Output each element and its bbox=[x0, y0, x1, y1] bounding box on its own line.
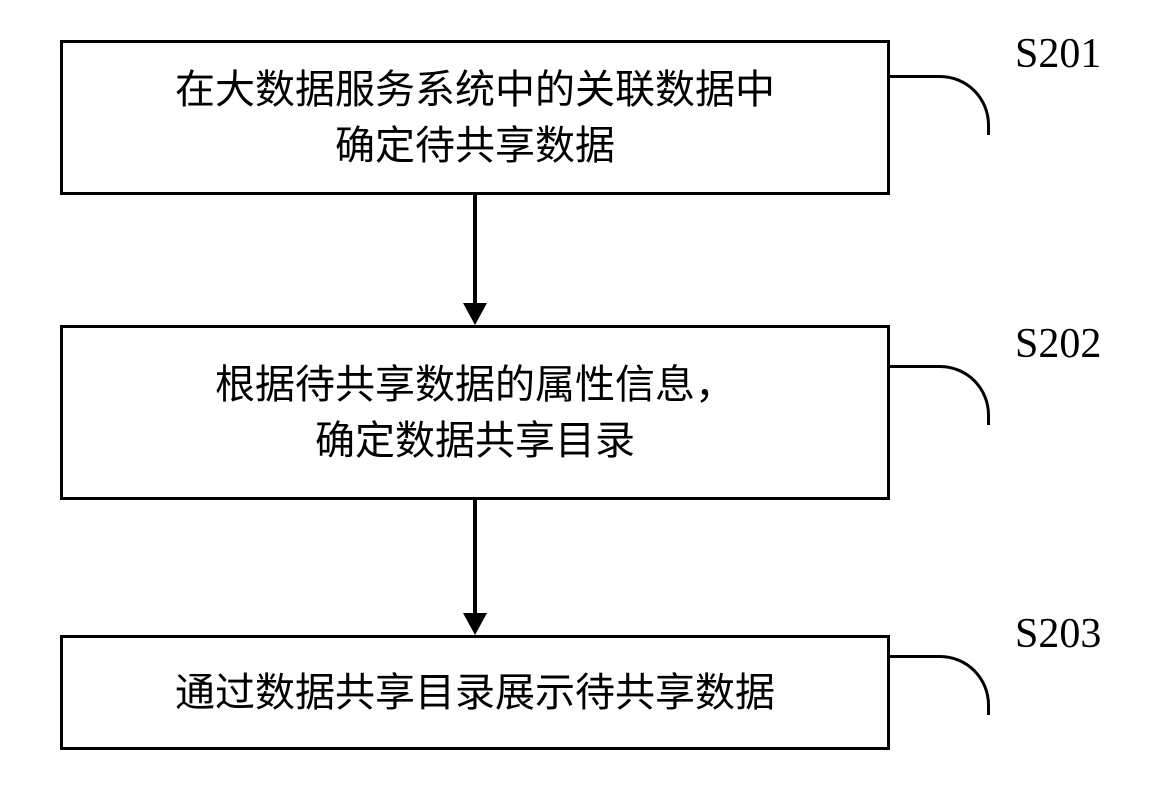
step-text-line: 通过数据共享目录展示待共享数据 bbox=[175, 665, 775, 721]
arrow-1-head bbox=[463, 303, 487, 325]
step-label-1: S201 bbox=[1015, 30, 1101, 78]
step-box-1: 在大数据服务系统中的关联数据中 确定待共享数据 bbox=[60, 40, 890, 195]
step-text-line: 确定待共享数据 bbox=[335, 118, 615, 174]
step-text-line: 在大数据服务系统中的关联数据中 bbox=[175, 62, 775, 118]
arrow-2-head bbox=[463, 613, 487, 635]
label-connector-3 bbox=[890, 655, 990, 715]
step-box-2: 根据待共享数据的属性信息， 确定数据共享目录 bbox=[60, 325, 890, 500]
step-label-2: S202 bbox=[1015, 320, 1101, 368]
flowchart-container: 在大数据服务系统中的关联数据中 确定待共享数据 S201 根据待共享数据的属性信… bbox=[0, 0, 1164, 811]
arrow-2-line bbox=[473, 500, 477, 615]
step-text-line: 根据待共享数据的属性信息， bbox=[215, 357, 735, 413]
step-label-3: S203 bbox=[1015, 610, 1101, 658]
label-connector-2 bbox=[890, 365, 990, 425]
step-box-3: 通过数据共享目录展示待共享数据 bbox=[60, 635, 890, 750]
step-text-line: 确定数据共享目录 bbox=[315, 413, 635, 469]
label-connector-1 bbox=[890, 75, 990, 135]
arrow-1-line bbox=[473, 195, 477, 305]
